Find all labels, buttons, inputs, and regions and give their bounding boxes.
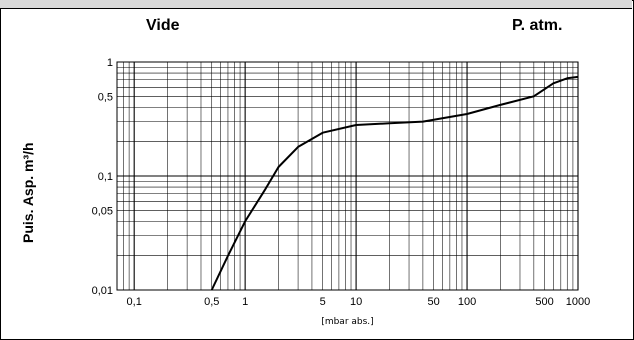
y-tick-label: 1: [107, 57, 113, 69]
x-tick-label: 100: [458, 296, 476, 308]
x-tick-labels: 0,1 0,5 1 5 10 50 100 500 1000: [127, 296, 591, 308]
y-tick-label: 0,01: [92, 285, 113, 297]
y-tick-label: 0,1: [98, 171, 113, 183]
y-tick-label: 0,05: [92, 205, 113, 217]
x-tick-label: 10: [350, 296, 362, 308]
x-tick-label: 0,1: [127, 296, 142, 308]
x-tick-label: 50: [428, 296, 440, 308]
top-band: [0, 0, 632, 9]
x-tick-label: 1000: [566, 296, 590, 308]
grid-lines: [116, 61, 579, 291]
x-tick-label: 0,5: [204, 296, 219, 308]
y-tick-label: 0,5: [98, 91, 113, 103]
x-tick-label: 5: [320, 296, 326, 308]
y-tick-labels: 0,01 0,05 0,1 0,5 1: [92, 57, 113, 297]
x-tick-label: 1: [242, 296, 248, 308]
vacuum-label: Vide: [146, 17, 180, 34]
x-tick-label: 500: [535, 296, 553, 308]
plot-border: [116, 61, 579, 291]
data-line: [210, 75, 579, 291]
x-axis-label: [mbar abs.]: [321, 317, 373, 327]
atmospheric-pressure-label: P. atm.: [512, 17, 563, 34]
